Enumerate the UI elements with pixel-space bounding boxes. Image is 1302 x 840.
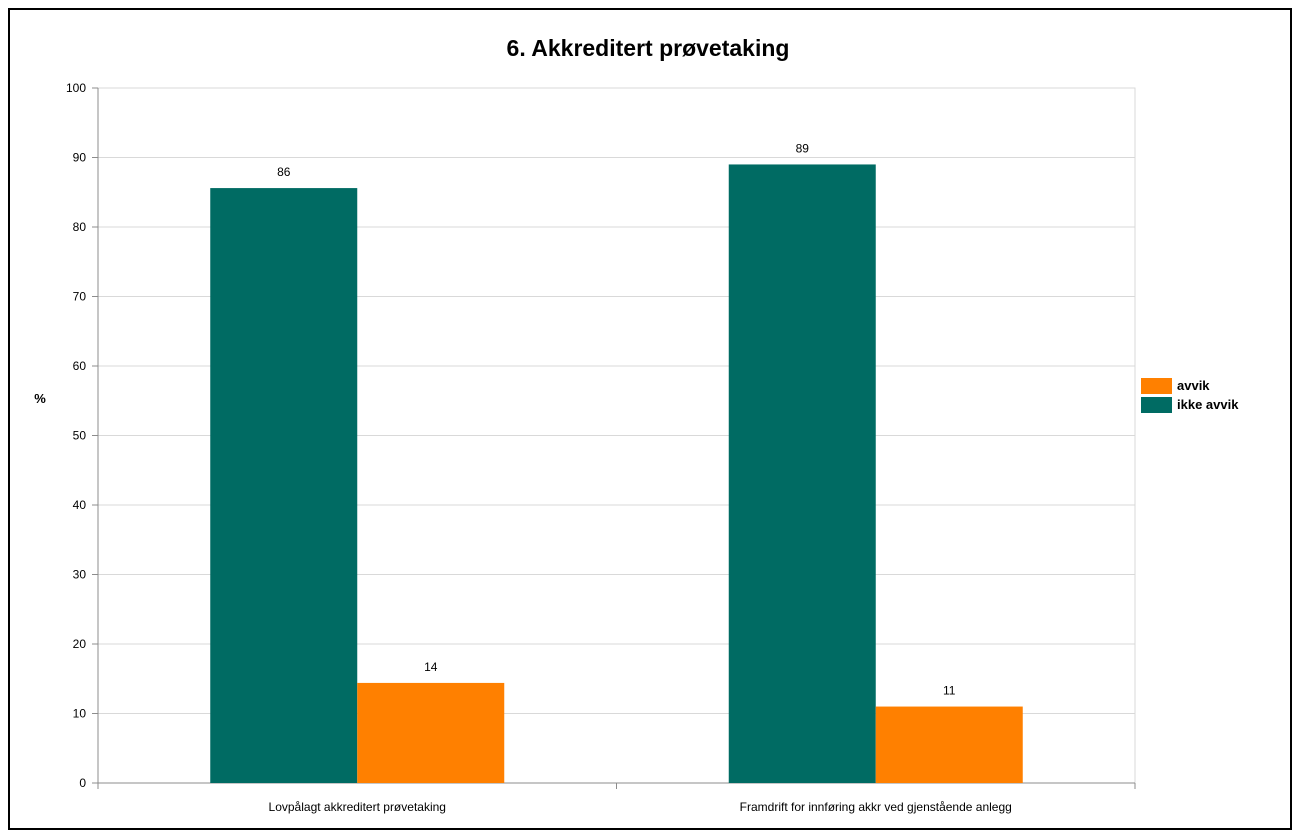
y-tick-label: 100 [66, 81, 86, 95]
y-tick-label: 10 [73, 707, 87, 721]
y-tick-label: 50 [73, 429, 87, 443]
y-tick-label: 40 [73, 498, 87, 512]
chart-frame: 6. Akkreditert prøvetaking % 0 10 20 30 40 50… [8, 8, 1292, 830]
y-tick-label: 70 [73, 290, 87, 304]
legend: avvik ikke avvik [1141, 378, 1239, 413]
data-label: 11 [943, 684, 956, 698]
chart-title: 6. Akkreditert prøvetaking [507, 35, 790, 61]
legend-swatch-avvik [1141, 378, 1172, 394]
data-label: 89 [796, 141, 810, 155]
legend-label: ikke avvik [1177, 397, 1239, 412]
y-axis-label: % [34, 391, 46, 406]
y-tick-label: 30 [73, 568, 87, 582]
bar-avvik-1[interactable] [875, 706, 1023, 783]
y-tick-label: 90 [73, 151, 87, 165]
y-tick-label: 20 [73, 637, 87, 651]
bar-ikke-avvik-0[interactable] [210, 188, 358, 783]
x-tick-label: Framdrift for innføring akkr ved gjenstå… [740, 800, 1012, 814]
data-label: 14 [424, 660, 438, 674]
legend-label: avvik [1177, 378, 1210, 393]
bar-chart: 6. Akkreditert prøvetaking % 0 10 20 30 40 50… [34, 35, 1239, 814]
y-tick-label: 80 [73, 220, 87, 234]
bar-ikke-avvik-1[interactable] [728, 164, 876, 783]
legend-swatch-ikke-avvik [1141, 397, 1172, 413]
y-tick-label: 0 [79, 776, 86, 790]
data-label: 86 [277, 165, 291, 179]
x-tick-label: Lovpålagt akkreditert prøvetaking [269, 800, 446, 814]
y-tick-label: 60 [73, 359, 87, 373]
plot-area: 0 10 20 30 40 50 60 70 80 90 100 86 14 Lovpålagt akkr… [66, 81, 1136, 814]
bar-avvik-0[interactable] [357, 682, 505, 783]
